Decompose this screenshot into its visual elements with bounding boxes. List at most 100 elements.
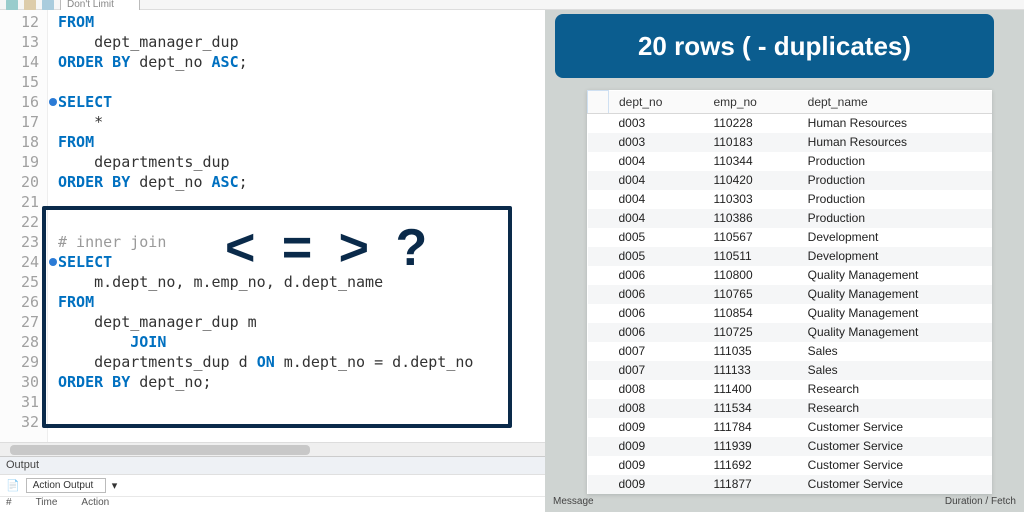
cell[interactable]: 110183 [703,133,797,152]
table-row[interactable]: d007111133Sales [588,361,993,380]
cell[interactable]: d009 [609,418,704,437]
code-line[interactable] [58,412,545,432]
cell[interactable]: 111534 [703,399,797,418]
code-line[interactable]: # inner join [58,232,545,252]
table-row[interactable]: d005110511Development [588,247,993,266]
column-header[interactable]: dept_no [609,91,704,114]
row-selector[interactable] [588,209,609,228]
row-selector[interactable] [588,228,609,247]
breakpoint-icon[interactable] [49,98,57,106]
toolbar-icon[interactable] [42,0,54,11]
cell[interactable]: d006 [609,285,704,304]
code-body[interactable]: FROM dept_manager_dupORDER BY dept_no AS… [48,10,545,442]
code-line[interactable]: ORDER BY dept_no ASC; [58,52,545,72]
cell[interactable]: d008 [609,380,704,399]
cell[interactable]: Customer Service [798,437,992,456]
table-row[interactable]: d006110854Quality Management [588,304,993,323]
code-line[interactable] [58,212,545,232]
cell[interactable]: 111133 [703,361,797,380]
code-line[interactable]: FROM [58,132,545,152]
table-row[interactable]: d009111877Customer Service [588,475,993,494]
cell[interactable]: 110567 [703,228,797,247]
row-selector[interactable] [588,437,609,456]
code-line[interactable]: SELECT [58,252,545,272]
cell[interactable]: 111784 [703,418,797,437]
cell[interactable]: Quality Management [798,304,992,323]
code-line[interactable]: departments_dup [58,152,545,172]
cell[interactable]: Production [798,190,992,209]
cell[interactable]: 111400 [703,380,797,399]
horizontal-scrollbar[interactable] [0,442,545,456]
output-tab[interactable]: Output [0,456,545,474]
code-line[interactable] [58,72,545,92]
table-row[interactable]: d006110765Quality Management [588,285,993,304]
chevron-down-icon[interactable]: ▾ [112,479,118,492]
cell[interactable]: Quality Management [798,323,992,342]
cell[interactable]: d007 [609,342,704,361]
table-row[interactable]: d006110725Quality Management [588,323,993,342]
cell[interactable]: Human Resources [798,113,992,133]
row-selector[interactable] [588,418,609,437]
row-selector[interactable] [588,456,609,475]
table-row[interactable]: d006110800Quality Management [588,266,993,285]
cell[interactable]: d004 [609,209,704,228]
row-selector[interactable] [588,285,609,304]
table-row[interactable]: d009111784Customer Service [588,418,993,437]
cell[interactable]: d009 [609,475,704,494]
code-area[interactable]: 1213141516171819202122232425262728293031… [0,10,545,442]
row-selector[interactable] [588,190,609,209]
cell[interactable]: 111035 [703,342,797,361]
cell[interactable]: Development [798,247,992,266]
code-line[interactable]: dept_manager_dup m [58,312,545,332]
cell[interactable]: d009 [609,437,704,456]
cell[interactable]: 111692 [703,456,797,475]
cell[interactable]: Quality Management [798,266,992,285]
cell[interactable]: 110303 [703,190,797,209]
cell[interactable]: Research [798,380,992,399]
cell[interactable]: d004 [609,152,704,171]
code-line[interactable]: FROM [58,12,545,32]
table-row[interactable]: d008111534Research [588,399,993,418]
cell[interactable]: d009 [609,456,704,475]
cell[interactable]: Production [798,209,992,228]
cell[interactable]: 111939 [703,437,797,456]
cell[interactable]: 110344 [703,152,797,171]
cell[interactable]: d007 [609,361,704,380]
code-line[interactable]: FROM [58,292,545,312]
cell[interactable]: 110511 [703,247,797,266]
cell[interactable]: Research [798,399,992,418]
table-row[interactable]: d004110303Production [588,190,993,209]
cell[interactable]: d005 [609,247,704,266]
cell[interactable]: 110800 [703,266,797,285]
cell[interactable]: 110420 [703,171,797,190]
results-grid[interactable]: dept_noemp_nodept_name d003110228Human R… [587,90,992,494]
code-line[interactable]: ORDER BY dept_no; [58,372,545,392]
code-line[interactable]: JOIN [58,332,545,352]
cell[interactable]: Customer Service [798,418,992,437]
cell[interactable]: d006 [609,323,704,342]
cell[interactable]: d004 [609,190,704,209]
code-line[interactable] [58,192,545,212]
cell[interactable]: 110228 [703,113,797,133]
cell[interactable]: Customer Service [798,456,992,475]
cell[interactable]: d006 [609,304,704,323]
row-selector[interactable] [588,113,609,133]
code-line[interactable] [58,392,545,412]
row-selector[interactable] [588,171,609,190]
cell[interactable]: Development [798,228,992,247]
row-selector[interactable] [588,152,609,171]
row-selector[interactable] [588,361,609,380]
row-selector[interactable] [588,475,609,494]
row-selector[interactable] [588,133,609,152]
cell[interactable]: Sales [798,342,992,361]
code-line[interactable]: departments_dup d ON m.dept_no = d.dept_… [58,352,545,372]
cell[interactable]: 111877 [703,475,797,494]
table-row[interactable]: d004110386Production [588,209,993,228]
cell[interactable]: Sales [798,361,992,380]
cell[interactable]: d008 [609,399,704,418]
row-selector[interactable] [588,323,609,342]
toolbar-icon[interactable] [6,0,18,11]
code-line[interactable]: ORDER BY dept_no ASC; [58,172,545,192]
row-selector[interactable] [588,342,609,361]
row-selector[interactable] [588,266,609,285]
